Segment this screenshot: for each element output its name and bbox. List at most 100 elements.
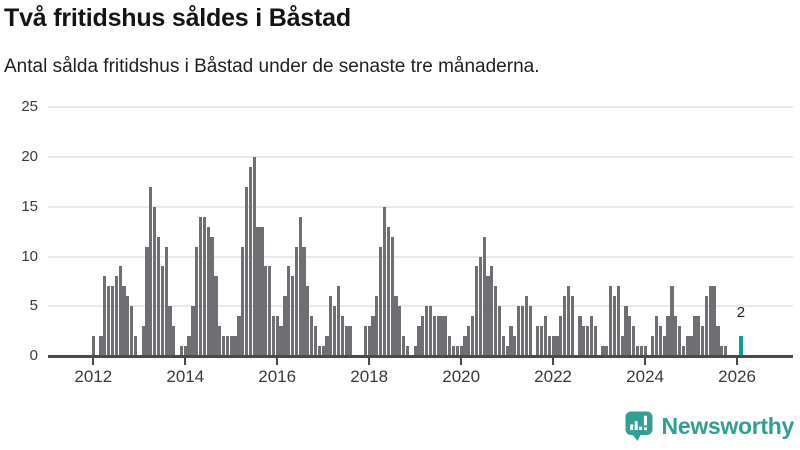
bar — [118, 266, 122, 356]
bar — [482, 236, 486, 356]
y-tick-label: 20 — [21, 148, 38, 165]
x-tick-label: 2020 — [442, 367, 481, 386]
bar — [471, 316, 475, 356]
bar — [605, 346, 609, 356]
bar — [432, 316, 436, 356]
bar — [126, 296, 130, 356]
bar — [214, 276, 218, 356]
bar — [336, 286, 341, 356]
bar — [517, 306, 521, 357]
newsworthy-logo[interactable]: Newsworthy — [625, 411, 794, 442]
bar — [290, 276, 295, 356]
bar — [674, 316, 678, 356]
bar — [379, 246, 383, 356]
x-tick-label: 2026 — [718, 367, 756, 386]
bar — [153, 206, 157, 357]
bar — [145, 246, 149, 356]
bar — [666, 316, 670, 356]
bar — [313, 326, 318, 356]
bar — [317, 346, 321, 356]
y-tick-label: 5 — [29, 297, 38, 315]
bar — [382, 206, 387, 357]
bar — [405, 346, 410, 356]
bar — [237, 316, 241, 356]
y-tick-label: 10 — [21, 247, 38, 265]
bar — [494, 286, 498, 356]
bar — [133, 336, 138, 356]
bar — [252, 157, 256, 356]
bar — [474, 266, 479, 356]
bar — [306, 286, 310, 356]
bar — [340, 316, 344, 356]
bar — [651, 336, 655, 356]
bar — [195, 246, 199, 356]
bar — [141, 326, 145, 356]
x-tick-mark — [276, 358, 279, 365]
highlight-value-label: 2 — [736, 304, 746, 321]
bar — [310, 316, 314, 356]
bar — [264, 266, 268, 356]
bar — [363, 326, 367, 356]
bar — [601, 346, 605, 356]
bar — [497, 306, 502, 357]
bar — [107, 286, 111, 356]
bar — [256, 226, 260, 356]
bar — [612, 296, 617, 356]
x-tick-label: 2016 — [258, 367, 297, 386]
bar — [589, 316, 594, 356]
x-tick-label: 2014 — [166, 367, 205, 386]
bar — [566, 286, 571, 356]
bar — [218, 326, 222, 356]
bar — [187, 336, 191, 356]
bar — [459, 346, 463, 356]
bar — [329, 296, 333, 356]
bar — [509, 326, 513, 356]
bar — [156, 236, 161, 356]
gridline — [48, 305, 793, 308]
bar — [241, 246, 245, 356]
bar — [693, 316, 697, 356]
bar — [103, 276, 107, 356]
bar — [417, 326, 421, 356]
bar — [639, 346, 643, 356]
y-tick-label: 0 — [29, 347, 38, 364]
x-tick-mark — [92, 358, 95, 365]
bar — [321, 346, 325, 356]
bar — [739, 336, 743, 356]
bar — [122, 286, 126, 356]
page-title: Två fritidshus såldes i Båstad — [4, 4, 351, 32]
bar — [505, 346, 509, 356]
gridline — [48, 156, 793, 158]
bar — [267, 266, 272, 356]
y-tick-label: 15 — [21, 197, 38, 215]
bar — [520, 306, 525, 357]
bar — [547, 336, 551, 356]
x-tick-mark — [736, 358, 739, 365]
bar — [260, 226, 264, 356]
bar — [333, 306, 337, 357]
bar — [164, 246, 168, 356]
x-tick-label: 2022 — [534, 367, 572, 386]
bar — [563, 296, 567, 356]
y-tick-label: 25 — [21, 98, 38, 116]
bar — [398, 306, 402, 357]
bar — [421, 316, 425, 356]
bar — [455, 346, 459, 356]
bar — [635, 346, 640, 356]
bar — [486, 276, 490, 356]
bar — [551, 336, 555, 356]
bar — [298, 216, 302, 356]
bar — [681, 346, 686, 356]
chart-subtitle: Antal sålda fritidshus i Båstad under de… — [4, 56, 540, 77]
bar — [275, 316, 279, 356]
bar — [440, 316, 444, 356]
bar — [716, 326, 720, 356]
x-tick-label: 2012 — [74, 367, 113, 386]
x-tick-mark — [552, 358, 555, 365]
bar — [390, 236, 394, 356]
bar — [685, 336, 689, 356]
bar — [183, 346, 187, 356]
newsworthy-logo-text: Newsworthy — [661, 413, 795, 439]
bar — [114, 276, 118, 356]
